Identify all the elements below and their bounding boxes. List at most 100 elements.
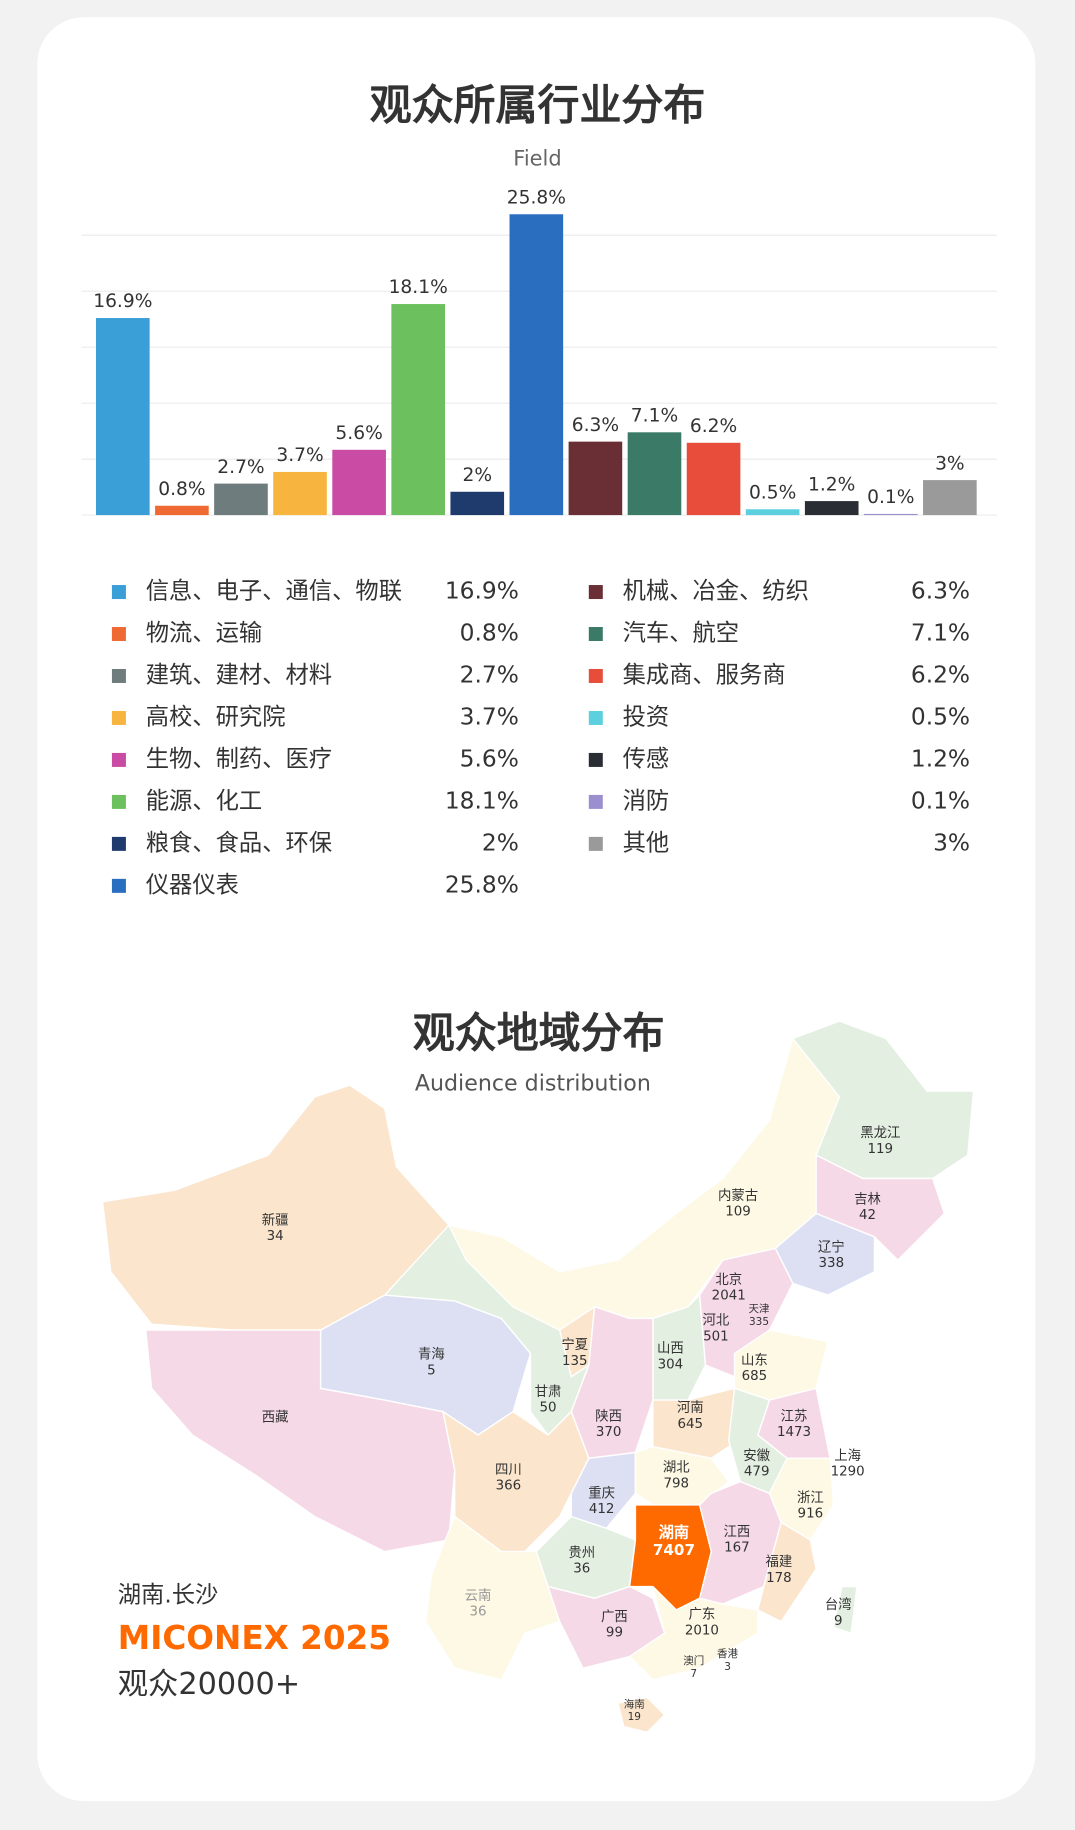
bar-value-label: 7.1% xyxy=(631,405,678,426)
region-name: 内蒙古 xyxy=(718,1188,758,1204)
region-name: 宁夏 xyxy=(561,1336,588,1353)
legend-value: 6.3% xyxy=(911,578,970,605)
region-name: 黑龙江 xyxy=(860,1125,900,1141)
legend-value: 2.7% xyxy=(460,661,519,688)
region-value: 3 xyxy=(724,1661,731,1673)
legend-label: 其他 xyxy=(623,829,670,856)
bar xyxy=(923,480,977,516)
region-name: 澳门 xyxy=(683,1654,704,1667)
bar xyxy=(155,505,209,516)
region-value: 304 xyxy=(658,1357,684,1372)
legend-value: 25.8% xyxy=(445,871,519,898)
region-value: 338 xyxy=(819,1256,845,1271)
legend-value: 3% xyxy=(933,829,970,856)
region-value: 36 xyxy=(573,1562,590,1577)
region-value: 34 xyxy=(267,1229,284,1244)
legend-swatch xyxy=(588,668,603,683)
region-name: 重庆 xyxy=(588,1485,615,1501)
bar-value-label: 5.6% xyxy=(335,423,382,444)
region-name: 四川 xyxy=(495,1463,522,1478)
bar xyxy=(95,318,150,516)
region-value: 2010 xyxy=(685,1623,719,1638)
region-value: 479 xyxy=(744,1465,770,1480)
region-value: 36 xyxy=(470,1605,487,1620)
legend-label: 高校、研究院 xyxy=(146,703,286,730)
region-name: 天津 xyxy=(749,1303,770,1315)
bar xyxy=(745,509,800,516)
legend-value: 1.2% xyxy=(911,745,970,772)
region-value: 370 xyxy=(596,1425,622,1440)
region-value: 99 xyxy=(606,1626,623,1641)
legend-label: 粮食、食品、环保 xyxy=(146,829,332,856)
legend-value: 5.6% xyxy=(460,745,519,772)
legend-swatch xyxy=(588,752,603,767)
region-name: 广西 xyxy=(601,1609,628,1625)
region-value: 135 xyxy=(562,1354,588,1369)
legend-label: 仪器仪表 xyxy=(146,871,239,898)
chart-subtitle: Field xyxy=(513,146,561,170)
region-name: 湖南 xyxy=(659,1523,689,1541)
province xyxy=(757,1521,817,1623)
region-value: 685 xyxy=(742,1369,768,1384)
region-name: 甘肃 xyxy=(535,1384,562,1400)
legend-label: 建筑、建材、材料 xyxy=(146,661,332,688)
legend-swatch xyxy=(111,752,126,767)
region-value: 109 xyxy=(725,1205,751,1220)
bar-value-label: 0.8% xyxy=(158,479,205,500)
region-name: 浙江 xyxy=(797,1490,824,1506)
bar-value-label: 0.1% xyxy=(867,487,914,508)
legend-value: 2% xyxy=(482,829,519,856)
region-name: 香港 xyxy=(717,1648,738,1660)
bar xyxy=(509,214,564,516)
bar xyxy=(214,483,268,516)
region-name: 江西 xyxy=(723,1524,750,1540)
bar-value-label: 16.9% xyxy=(93,291,152,312)
legend-swatch xyxy=(111,878,126,893)
bar-value-label: 1.2% xyxy=(808,474,855,495)
legend-label: 物流、运输 xyxy=(146,620,262,647)
province-highlight xyxy=(628,1504,712,1611)
region-value: 50 xyxy=(539,1401,556,1416)
province xyxy=(424,1515,561,1681)
legend-swatch xyxy=(111,668,126,683)
legend-label: 集成商、服务商 xyxy=(623,661,786,688)
region-name: 吉林 xyxy=(854,1191,881,1207)
legend-label: 汽车、航空 xyxy=(623,620,739,647)
legend-value: 3.7% xyxy=(460,703,519,730)
legend-label: 生物、制药、医疗 xyxy=(146,745,332,772)
bar xyxy=(686,442,741,516)
region-value: 916 xyxy=(798,1507,824,1522)
region-name: 河北 xyxy=(702,1313,729,1329)
legend-value: 0.5% xyxy=(911,703,970,730)
legend-swatch xyxy=(588,585,603,600)
bar-value-label: 3% xyxy=(935,453,965,474)
region-name: 贵州 xyxy=(568,1545,595,1561)
region-name: 青海 xyxy=(418,1347,445,1363)
region-name: 广东 xyxy=(689,1607,716,1623)
region-value: 5 xyxy=(427,1363,436,1378)
bar-value-label: 6.2% xyxy=(690,416,737,437)
region-name: 新疆 xyxy=(262,1212,289,1228)
legend-label: 投资 xyxy=(623,703,670,730)
footer-brand: MICONEX 2025 xyxy=(118,1619,391,1657)
region-value: 645 xyxy=(677,1417,703,1432)
region-name: 辽宁 xyxy=(818,1238,845,1255)
region-value: 42 xyxy=(859,1208,876,1223)
legend-swatch xyxy=(111,836,126,851)
bar xyxy=(863,513,918,516)
region-name: 湖北 xyxy=(663,1460,690,1476)
legend-value: 16.9% xyxy=(445,578,519,605)
province xyxy=(791,1020,975,1180)
map-title: 观众地域分布 xyxy=(413,1009,665,1058)
region-value: 7407 xyxy=(653,1541,695,1559)
region-value: 501 xyxy=(703,1329,729,1344)
legend-swatch xyxy=(111,794,126,809)
legend-swatch xyxy=(111,627,126,642)
region-value: 9 xyxy=(834,1614,843,1629)
bar-value-label: 6.3% xyxy=(572,415,619,436)
region-name: 福建 xyxy=(765,1554,792,1570)
bar xyxy=(568,441,623,516)
